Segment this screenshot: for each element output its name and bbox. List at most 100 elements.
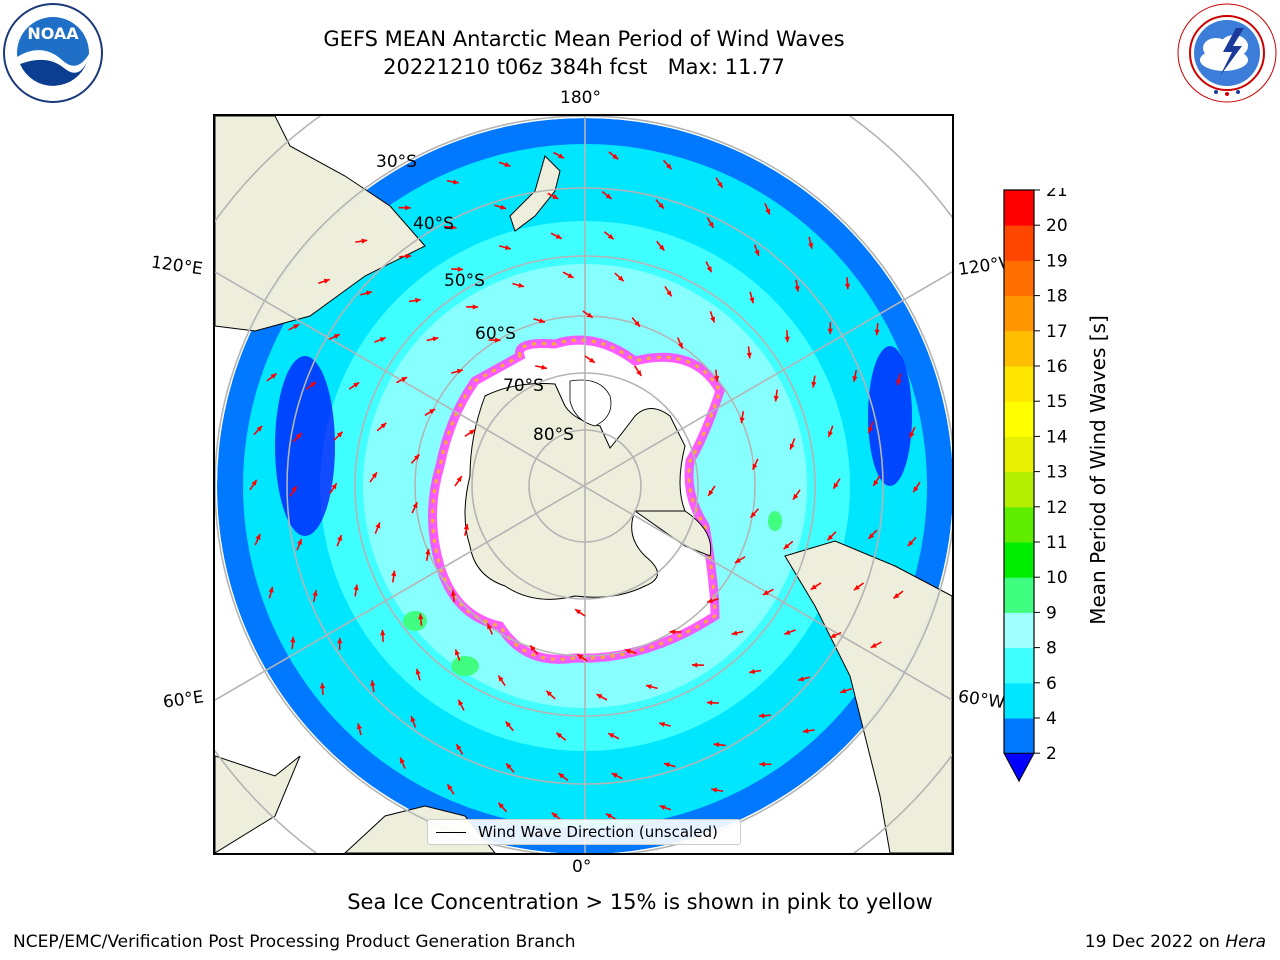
nws-logo-icon [1177, 3, 1277, 103]
wind-wave-arrowhead [607, 233, 614, 240]
wind-wave-arrowhead [608, 733, 615, 739]
colorbar-tick-label: 15 [1046, 392, 1068, 412]
colorbar-tick-label: 8 [1046, 639, 1057, 659]
wind-wave-arrowhead [336, 431, 343, 438]
lat-label-50s: 50°S [444, 271, 485, 291]
wind-wave-arrowhead [794, 285, 800, 292]
wind-wave-arrowhead [518, 282, 525, 288]
wind-wave-arrowhead [319, 682, 326, 689]
wind-wave-arrowhead [746, 352, 752, 359]
colorbar-tick-label: 18 [1046, 287, 1068, 307]
wind-wave-arrowhead [612, 153, 619, 160]
wind-wave-arrowhead [297, 539, 302, 545]
wind-wave-arrowhead [749, 668, 755, 675]
wind-wave-arrowhead [539, 318, 546, 324]
wind-wave-arrowhead [425, 548, 431, 555]
wind-wave-arrowhead [758, 713, 765, 719]
wind-wave-arrowhead [659, 721, 666, 727]
colorbar: 2 4 6 8 9 10 11 12 13 14 15 16 17 18 19 20 21 [1003, 188, 1068, 783]
wind-wave-arrowhead [739, 417, 745, 424]
wind-wave-arrowhead [663, 762, 670, 768]
colorbar-segment [1004, 260, 1034, 297]
wind-wave-arrowhead [658, 202, 664, 209]
sea-ice-note: Sea Ice Concentration > 15% is shown in … [347, 890, 933, 914]
wind-wave-arrowhead [852, 375, 858, 382]
colorbar-segment [1004, 577, 1034, 613]
wind-wave-arrowhead [708, 221, 714, 228]
legend-line-swatch [436, 832, 466, 833]
wind-wave-arrowhead [552, 194, 559, 199]
wind-wave-arrowhead [896, 379, 902, 386]
wind-wave-arrowhead [909, 432, 915, 439]
wind-wave-arrowhead [375, 522, 381, 529]
wind-wave-arrowhead [270, 373, 277, 379]
wind-wave-arrowhead [636, 369, 642, 376]
polar-map [213, 114, 954, 855]
wind-wave-arrowhead [558, 153, 565, 159]
wind-wave-arrowhead [706, 266, 712, 273]
wind-wave-arrowhead [773, 395, 779, 402]
wind-wave-arrowhead [586, 312, 593, 318]
wind-wave-arrowhead [458, 699, 464, 706]
wind-wave-arrowhead [379, 337, 386, 343]
wind-wave-arrowhead [669, 629, 675, 635]
wind-wave-arrowhead [380, 629, 386, 636]
wind-wave-arrowhead [432, 336, 439, 342]
wind-wave-arrowhead [827, 328, 833, 335]
wind-wave-arrowhead [873, 480, 879, 486]
wind-wave-arrowhead [710, 316, 716, 323]
wind-wave-arrowhead [833, 482, 839, 489]
wind-wave-arrowhead [365, 290, 372, 296]
low-period-patch-west [275, 356, 335, 536]
colorbar-segment [1004, 436, 1034, 473]
green-patch-3 [768, 511, 782, 531]
wind-wave-arrowhead [611, 773, 618, 778]
wind-wave-arrowhead [913, 486, 919, 493]
colorbar-segment [1004, 471, 1034, 508]
wind-wave-arrowhead [759, 761, 765, 767]
colorbar-tick-label: 6 [1046, 674, 1057, 694]
colorbar-tick-label: 16 [1046, 357, 1068, 377]
colorbar-tick-label: 9 [1046, 603, 1057, 623]
wind-wave-arrowhead [551, 812, 558, 819]
wind-wave-arrowhead [498, 675, 504, 682]
wind-wave-arrowhead [495, 337, 501, 343]
wind-wave-arrowhead [268, 586, 274, 593]
wind-wave-arrowhead [293, 324, 300, 330]
wind-wave-arrowhead [789, 443, 795, 450]
wind-wave-arrows [249, 151, 921, 821]
wind-wave-arrowhead [828, 431, 833, 438]
map-legend: Wind Wave Direction (unscaled) [427, 819, 741, 845]
colorbar-tick-label: 17 [1046, 322, 1068, 342]
wind-wave-arrowhead [762, 590, 769, 595]
wind-wave-arrowhead [487, 623, 493, 630]
lon-label-60w: 60°W [956, 686, 1007, 714]
wind-wave-arrowhead [624, 648, 631, 654]
wind-wave-arrowhead [255, 533, 261, 540]
lon-label-180: 180° [560, 88, 601, 108]
wind-wave-arrowhead [666, 163, 672, 170]
wind-wave-arrowhead [827, 534, 834, 541]
colorbar-tick-label: 2 [1046, 744, 1057, 764]
wind-wave-arrowhead [844, 283, 851, 290]
wind-wave-arrowhead [793, 493, 799, 500]
footer-branch: NCEP/EMC/Verification Post Processing Pr… [13, 932, 576, 952]
wind-wave-arrowhead [634, 320, 640, 327]
wind-wave-arrowhead [291, 486, 297, 492]
wind-wave-arrowhead [450, 224, 457, 230]
colorbar-segment [1004, 295, 1034, 332]
wind-wave-arrowhead [708, 489, 714, 496]
colorbar-tick-label: 14 [1046, 427, 1068, 447]
wind-wave-arrowhead [399, 757, 405, 764]
wind-wave-arrowhead [541, 364, 547, 370]
wind-wave-arrowhead [454, 649, 460, 656]
lat-label-80s: 80°S [533, 425, 574, 445]
wind-wave-arrowhead [798, 676, 805, 682]
wind-wave-arrowhead [868, 533, 875, 539]
wind-wave-arrowhead [312, 590, 318, 597]
wind-wave-arrowhead [666, 290, 672, 297]
wind-wave-arrowhead [811, 381, 817, 388]
wind-wave-arrowhead [555, 233, 562, 239]
wind-wave-arrowhead [412, 502, 418, 509]
wind-wave-arrowhead [413, 454, 420, 461]
